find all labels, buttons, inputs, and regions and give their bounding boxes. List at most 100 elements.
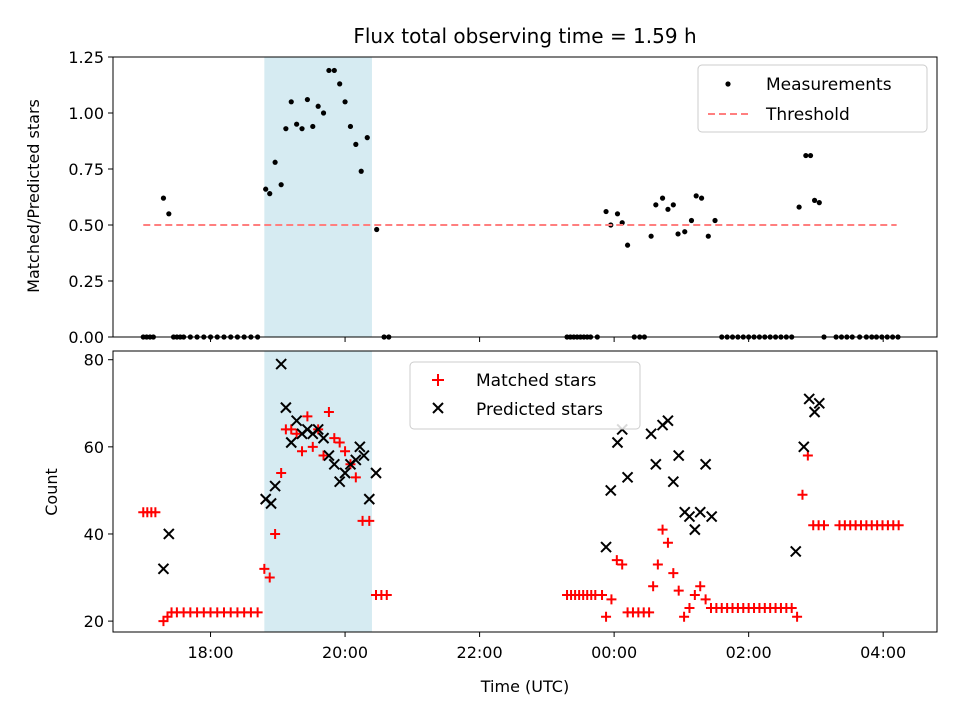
predicted-star-point (333, 475, 346, 488)
matched-star-point (652, 559, 663, 570)
top-legend: Measurements Threshold (697, 64, 928, 133)
measurement-point (160, 195, 167, 201)
matched-star-point (679, 611, 690, 622)
measurement-point (614, 211, 621, 217)
measurement-point (299, 126, 305, 132)
x-tick-label: 04:00 (860, 643, 906, 662)
measurement-point (331, 67, 337, 74)
measurement-point (263, 186, 269, 192)
matched-star-point (893, 520, 904, 531)
predicted-star-point (157, 563, 170, 575)
measurement-point (811, 197, 818, 203)
top-y-axis-label: Matched/Predicted stars (24, 99, 43, 293)
matched-star-point (684, 603, 695, 614)
measurement-point (310, 123, 316, 130)
matched-star-point (673, 585, 684, 596)
measurement-point (670, 202, 676, 208)
predicted-star-point (699, 458, 712, 470)
measurement-point (288, 99, 294, 105)
matched-star-point (792, 611, 803, 622)
bottom-y-axis-label: Count (42, 468, 61, 516)
top-legend-box (697, 64, 928, 133)
y-tick-label: 0.25 (68, 272, 104, 291)
predicted-star-point (354, 441, 366, 453)
legend-measurements-label: Measurements (766, 75, 892, 95)
matched-star-point (657, 524, 668, 535)
matched-star-point (695, 581, 706, 592)
measurement-point (665, 206, 671, 212)
x-tick-label: 00:00 (591, 643, 637, 662)
measurement-point (693, 193, 699, 199)
predicted-star-point (611, 436, 624, 449)
predicted-star-point (645, 428, 657, 440)
predicted-star-point (339, 467, 351, 479)
chart-title: Flux total observing time = 1.59 h (353, 24, 696, 48)
y-tick-label: 80 (84, 351, 104, 370)
measurement-point (304, 96, 310, 103)
matched-star-point (264, 572, 275, 583)
matched-star-point (797, 489, 808, 500)
measurement-point (803, 152, 809, 159)
measurement-point (315, 103, 321, 109)
measurement-point (342, 99, 348, 105)
predicted-star-point (350, 454, 362, 466)
measurement-point (166, 211, 172, 217)
top-plot-panel: Flux total observing time = 1.59 h Match… (24, 24, 938, 347)
predicted-star-point (605, 484, 617, 497)
matched-star-point (364, 515, 375, 526)
measurement-point (364, 135, 370, 141)
predicted-star-point (683, 510, 696, 523)
legend-measurements-marker (725, 81, 731, 87)
predicted-star-point (650, 458, 662, 470)
matched-star-point (648, 581, 659, 592)
predicted-star-point (363, 493, 375, 505)
top-highlight-span (264, 57, 372, 337)
matched-star-point (323, 406, 334, 417)
matched-star-point (786, 603, 797, 614)
measurement-point (603, 208, 609, 215)
measurement-point (648, 233, 654, 239)
matched-star-point (307, 441, 318, 452)
predicted-star-point (328, 458, 341, 470)
measurement-point (272, 159, 278, 165)
measurement-point (337, 81, 343, 87)
measurement-point (374, 226, 380, 233)
predicted-star-point (269, 480, 281, 492)
measurement-point (816, 200, 822, 206)
matched-star-point (606, 594, 617, 605)
matched-star-point (381, 589, 392, 600)
measurement-point (326, 67, 332, 74)
predicted-star-point (672, 449, 685, 462)
measurement-point (353, 141, 359, 147)
bottom-legend-box (409, 361, 641, 430)
matched-star-point (601, 611, 612, 622)
predicted-star-point (689, 523, 701, 536)
y-tick-label: 1.00 (68, 104, 104, 123)
measurement-point (283, 126, 289, 132)
measurement-point (320, 110, 327, 116)
y-tick-label: 0.50 (68, 216, 104, 235)
predicted-star-point (317, 432, 330, 444)
bottom-legend: Matched stars Predicted stars (409, 361, 641, 430)
predicted-stars-points (157, 358, 825, 575)
matched-star-point (668, 568, 679, 579)
top-x-ticks (210, 337, 884, 342)
matched-star-point (644, 607, 655, 618)
matched-star-point (350, 472, 361, 483)
measurement-point (675, 231, 681, 237)
measurement-point (278, 182, 284, 188)
legend-predicted-marker (432, 402, 444, 414)
matched-stars-points (138, 406, 904, 627)
y-tick-label: 20 (84, 612, 104, 631)
matched-star-point (252, 607, 263, 618)
measurement-point (698, 195, 705, 201)
matched-star-point (270, 528, 281, 539)
x-tick-label: 22:00 (457, 643, 503, 662)
matched-star-point (259, 563, 270, 574)
legend-predicted-label: Predicted stars (476, 400, 603, 420)
measurement-point (705, 233, 711, 239)
measurement-point (712, 217, 718, 224)
predicted-star-point (358, 449, 370, 462)
predicted-star-point (790, 545, 802, 558)
